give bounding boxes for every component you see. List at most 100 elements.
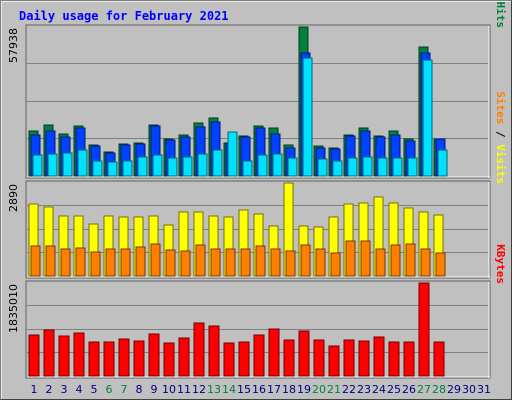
pages-bar	[182, 156, 193, 177]
sites-bar	[315, 248, 326, 277]
kbytes-bar	[298, 330, 310, 377]
x-tick-label: 3	[61, 383, 68, 396]
x-tick-label: 15	[237, 383, 251, 396]
kbytes-bar	[388, 341, 400, 377]
pages-bar	[47, 153, 58, 177]
pages-bar	[152, 154, 163, 177]
x-tick-label: 1	[31, 383, 38, 396]
pages-bar	[77, 149, 88, 177]
series-legend: Pages / Files / Hits	[494, 0, 507, 28]
pages-bar	[227, 131, 238, 177]
kbytes-bar	[238, 341, 250, 377]
pages-bar	[392, 157, 403, 177]
x-tick-label: 14	[222, 383, 236, 396]
x-tick-label: 26	[402, 383, 416, 396]
x-tick-label: 29	[447, 383, 461, 396]
x-tick-label: 31	[477, 383, 491, 396]
pages-bar	[377, 157, 388, 177]
x-tick-label: 16	[252, 383, 266, 396]
pages-bar	[212, 149, 223, 177]
y-max-label: 57938	[7, 28, 20, 63]
sites-bar	[330, 252, 341, 277]
sites-bar	[30, 245, 41, 277]
kbytes-bar	[163, 342, 175, 377]
pages-bar	[122, 160, 133, 177]
kbytes-bar	[268, 328, 280, 377]
sites-bar	[435, 252, 446, 277]
x-tick-label: 20	[312, 383, 326, 396]
x-tick-label: 8	[136, 383, 143, 396]
x-tick-label: 13	[207, 383, 221, 396]
pages-bar	[422, 59, 433, 177]
kbytes-bar	[223, 342, 235, 377]
sites-bar	[105, 248, 116, 277]
sites-bar	[45, 245, 56, 277]
kbytes-bar	[43, 329, 55, 377]
series-legend: Sites / Visits	[494, 91, 507, 184]
kbytes-bar	[28, 334, 40, 377]
sites-bar	[420, 248, 431, 277]
sites-bar	[150, 243, 161, 277]
x-tick-label: 23	[357, 383, 371, 396]
pages-bar	[167, 157, 178, 177]
sites-bar	[390, 244, 401, 277]
bars	[28, 182, 446, 277]
x-tick-label: 10	[162, 383, 176, 396]
sites-bar	[375, 248, 386, 277]
kbytes-bar	[283, 339, 295, 377]
series-legend: KBytes	[494, 244, 507, 284]
pages-bar	[62, 152, 73, 177]
pages-bar	[137, 156, 148, 177]
bars	[28, 282, 445, 377]
kbytes-bar	[178, 337, 190, 377]
sites-bar	[270, 248, 281, 277]
sites-bar	[345, 240, 356, 277]
kbytes-bar	[358, 340, 370, 377]
x-tick-label: 27	[417, 383, 431, 396]
sites-bar	[165, 249, 176, 277]
kbytes-bar	[403, 341, 415, 377]
sites-bar	[90, 251, 101, 277]
pages-bar	[362, 156, 373, 177]
kbytes-bar	[193, 322, 205, 377]
pages-bar	[407, 157, 418, 177]
sites-bar	[120, 248, 131, 277]
y-max-label: 1835010	[7, 284, 20, 333]
sites-bar	[300, 244, 311, 277]
x-tick-label: 6	[106, 383, 113, 396]
kbytes-bar	[73, 332, 85, 377]
x-tick-label: 22	[342, 383, 356, 396]
x-tick-label: 25	[387, 383, 401, 396]
kbytes-bar	[373, 336, 385, 377]
pages-bar	[347, 157, 358, 177]
x-tick-label: 12	[192, 383, 206, 396]
pages-bar	[242, 160, 253, 177]
kbytes-bar	[208, 325, 220, 377]
pages-bar	[317, 158, 328, 177]
legend-hits: Hits	[494, 2, 507, 29]
pages-bar	[32, 154, 43, 177]
sites-bar	[225, 248, 236, 277]
sites-bar	[195, 244, 206, 277]
legend-separator: /	[494, 0, 507, 2]
pages-bar	[437, 149, 448, 177]
kbytes-bar	[433, 341, 445, 377]
x-tick-label: 30	[462, 383, 476, 396]
x-tick-label: 21	[327, 383, 341, 396]
sites-bar	[210, 248, 221, 277]
x-tick-label: 24	[372, 383, 386, 396]
x-tick-label: 4	[76, 383, 83, 396]
pages-bar	[272, 153, 283, 177]
panel-2: 2890 Sites / Visits	[7, 91, 507, 279]
x-tick-label: 28	[432, 383, 446, 396]
kbytes-bar	[343, 339, 355, 377]
sites-bar	[360, 240, 371, 277]
y-max-label: 2890	[7, 184, 20, 212]
sites-bar	[180, 250, 191, 277]
pages-bar	[257, 154, 268, 177]
kbytes-bar	[418, 282, 430, 377]
x-tick-label: 19	[297, 383, 311, 396]
x-tick-label: 9	[151, 383, 158, 396]
kbytes-bar	[118, 338, 130, 377]
